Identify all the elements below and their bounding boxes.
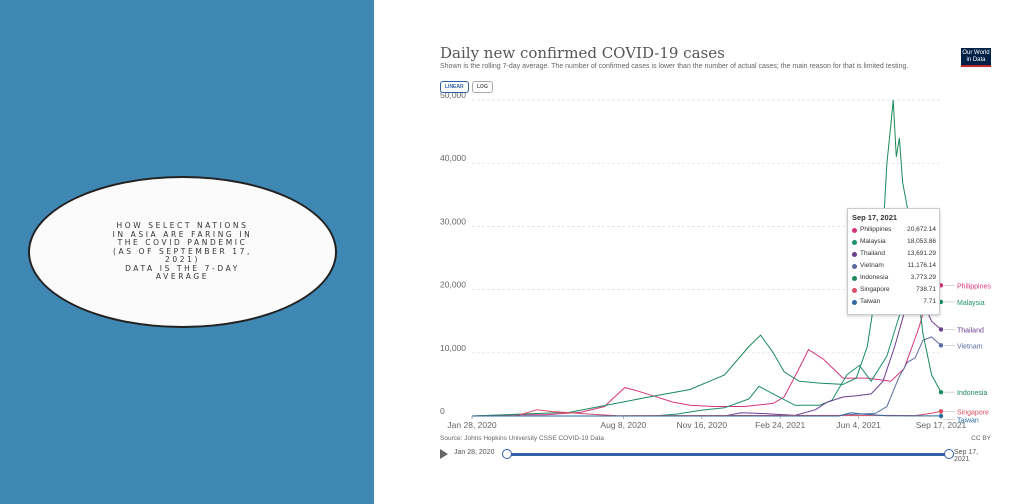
x-tick-label: Sep 17, 2021	[916, 420, 967, 430]
y-tick-label: 50,000	[440, 90, 466, 100]
series-legend-label: Vietnam	[957, 343, 983, 350]
y-tick-label: 20,000	[440, 280, 466, 290]
slide-left-panel: How select nations in Asia are faring in…	[0, 0, 374, 504]
series-legend-label: Philippines	[957, 283, 991, 290]
series-line	[472, 412, 941, 417]
tooltip-row: Malaysia 18,053.86	[852, 238, 936, 248]
tooltip-dot	[852, 264, 857, 269]
series-legend-label: Indonesia	[957, 390, 987, 397]
series-line	[472, 336, 942, 417]
logo-line: Our World	[962, 50, 990, 56]
chart-area: 0 10,000 20,000 30,000 40,000 50,000 Jan 28, 2…	[427, 42, 995, 467]
timeline-track[interactable]	[506, 453, 948, 456]
chart-subtitle: Shown is the rolling 7-day average. The …	[440, 63, 909, 70]
x-tick-label: Jan 28, 2020	[447, 420, 496, 430]
series-legend-label: Thailand	[957, 327, 984, 334]
tooltip-row: Philippines 20,672.14	[852, 226, 936, 236]
series-end-point	[938, 409, 944, 414]
slide-caption-line: 2021)	[164, 255, 200, 265]
tooltip-country: Singapore	[860, 286, 890, 293]
tooltip-country: Malaysia	[860, 238, 886, 245]
series-line	[471, 409, 942, 417]
x-tick-label: Feb 24, 2021	[755, 420, 805, 430]
line-chart: 0 10,000 20,000 30,000 40,000 50,000 Jan 28, 2…	[440, 90, 991, 430]
source-note[interactable]: Source: Johns Hopkins University CSSE CO…	[440, 435, 605, 442]
tooltip-value: 18,053.86	[907, 238, 936, 245]
owid-logo[interactable]: Our World in Data	[961, 48, 991, 67]
timeline-start-handle[interactable]	[502, 449, 512, 459]
tooltip-country: Thailand	[860, 250, 885, 257]
y-tick-label: 30,000	[440, 216, 466, 226]
tooltip-row: Indonesia 3,773.29	[852, 274, 936, 284]
series-end-point	[938, 413, 944, 419]
series-end-point	[938, 389, 944, 395]
y-tick-label: 0	[440, 406, 445, 416]
series-legend-label: Taiwan	[957, 417, 979, 424]
hover-tooltip: Sep 17, 2021 Philippines 20,672.14 Malay…	[847, 208, 940, 315]
timeline-slider[interactable]: Jan 28, 2020 Sep 17, 2021	[440, 447, 995, 463]
tooltip-value: 3,773.29	[910, 274, 936, 281]
tooltip-dot	[852, 240, 857, 245]
tooltip-country: Taiwan	[860, 298, 881, 305]
tooltip-value: 13,691.29	[907, 250, 936, 257]
slide-caption-line: data is the 7-day	[125, 263, 240, 273]
series-legend-label: Singapore	[957, 409, 989, 416]
slide-caption-line: (as of September 17,	[112, 246, 253, 256]
timeline-end-handle[interactable]	[944, 449, 954, 459]
y-tick-label: 40,000	[440, 153, 466, 163]
tooltip-row: Taiwan 7.71	[852, 298, 936, 308]
slide-caption: How select nations in Asia are faring in…	[98, 220, 268, 282]
tooltip-value: 738.71	[916, 286, 936, 293]
timeline-start-label: Jan 28, 2020	[454, 449, 495, 456]
play-icon[interactable]	[440, 449, 448, 459]
tooltip-row: Singapore 738.71	[852, 286, 936, 296]
x-tick-label: Jun 4, 2021	[836, 420, 881, 430]
series-end-point	[938, 327, 944, 332]
tooltip-country: Indonesia	[860, 274, 889, 281]
tooltip-dot	[852, 288, 857, 293]
tooltip-dot	[852, 276, 857, 281]
tooltip-country: Vietnam	[860, 262, 884, 269]
chart-title: Daily new confirmed COVID-19 cases	[440, 44, 725, 62]
tooltip-row: Thailand 13,691.29	[852, 250, 936, 260]
tooltip-value: 7.71	[923, 298, 936, 305]
tooltip-dot	[852, 252, 857, 257]
series-end-point	[938, 343, 944, 348]
tooltip-value: 20,672.14	[907, 226, 936, 233]
tooltip-country: Philippines	[860, 226, 892, 233]
slide-caption-line: average	[155, 272, 210, 282]
series-line	[471, 282, 942, 417]
series-legend-label: Malaysia	[957, 300, 985, 307]
timeline-end-label: Sep 17, 2021	[954, 449, 979, 463]
slide-caption-line: in Asia are faring in	[112, 229, 253, 239]
linear-scale-button[interactable]: LINEAR	[440, 81, 469, 93]
tooltip-dot	[852, 228, 857, 233]
license-note[interactable]: CC BY	[971, 435, 991, 442]
x-tick-label: Nov 16, 2020	[677, 420, 728, 430]
slide-caption-line: How select nations	[116, 220, 249, 230]
y-tick-label: 10,000	[440, 343, 466, 353]
tooltip-value: 11,176.14	[907, 262, 936, 269]
slide-caption-line: the COVID pandemic	[117, 238, 248, 248]
series-line	[471, 99, 942, 417]
tooltip-dot	[852, 300, 857, 305]
caption-oval: How select nations in Asia are faring in…	[28, 176, 337, 328]
tooltip-row: Vietnam 11,176.14	[852, 262, 936, 272]
log-scale-button[interactable]: LOG	[472, 81, 493, 93]
logo-line: in Data	[966, 57, 986, 63]
x-tick-label: Aug 8, 2020	[600, 420, 646, 430]
tooltip-date: Sep 17, 2021	[852, 213, 898, 222]
